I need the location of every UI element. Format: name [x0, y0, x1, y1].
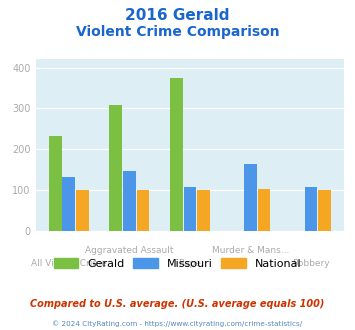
Text: Rape: Rape — [179, 259, 201, 268]
Bar — [305, 187, 317, 231]
Bar — [184, 187, 196, 231]
Bar — [109, 105, 122, 231]
Bar — [62, 177, 75, 231]
Text: 2016 Gerald: 2016 Gerald — [125, 8, 230, 23]
Text: Robbery: Robbery — [292, 259, 330, 268]
Bar — [49, 136, 61, 231]
Bar — [123, 171, 136, 231]
Text: © 2024 CityRating.com - https://www.cityrating.com/crime-statistics/: © 2024 CityRating.com - https://www.city… — [53, 320, 302, 327]
Bar — [76, 190, 89, 231]
Text: Murder & Mans...: Murder & Mans... — [212, 246, 289, 255]
Bar — [318, 190, 331, 231]
Text: Compared to U.S. average. (U.S. average equals 100): Compared to U.S. average. (U.S. average … — [30, 299, 325, 309]
Text: All Violent Crime: All Violent Crime — [31, 259, 107, 268]
Text: Violent Crime Comparison: Violent Crime Comparison — [76, 25, 279, 39]
Bar — [137, 190, 149, 231]
Bar — [258, 189, 271, 231]
Bar — [170, 78, 183, 231]
Legend: Gerald, Missouri, National: Gerald, Missouri, National — [49, 253, 306, 273]
Text: Aggravated Assault: Aggravated Assault — [85, 246, 174, 255]
Bar — [197, 190, 210, 231]
Bar — [244, 164, 257, 231]
